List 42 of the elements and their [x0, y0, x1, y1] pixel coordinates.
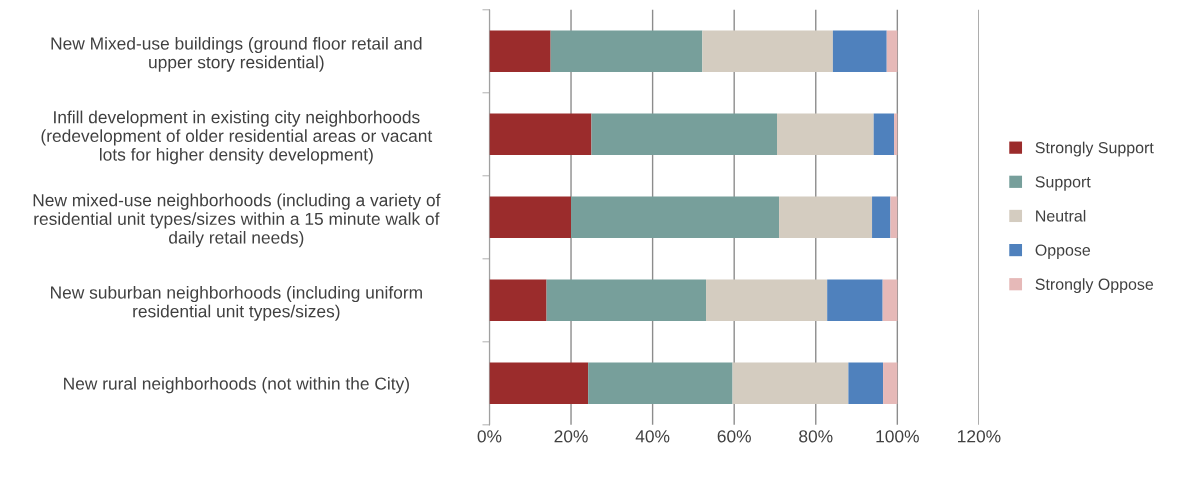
- bar: [702, 30, 833, 73]
- bar: [827, 279, 883, 322]
- bar: [890, 196, 898, 239]
- bar: [706, 279, 828, 322]
- x-tick-label: 60%: [717, 430, 751, 443]
- bar: [489, 196, 572, 239]
- x-tick-label: 20%: [554, 430, 588, 443]
- bar: [489, 113, 592, 156]
- y-tick-label: New rural neighborhoods (not within the City): [64, 377, 409, 394]
- y-tick-label: New mixed-use neighborhoods (including a variety of residential unit types/sizes within a 15 minute walk of daily retail needs): [33, 193, 441, 248]
- bar: [732, 362, 849, 405]
- bar: [848, 362, 884, 405]
- y-tick-label: New Mixed-use buildings (ground floor retail and upper story residential): [51, 36, 422, 72]
- bar: [777, 113, 874, 156]
- bar: [489, 279, 547, 322]
- bar: [489, 30, 551, 73]
- x-tick-label: 0%: [477, 430, 502, 443]
- bar: [832, 30, 887, 73]
- legend-label: Strongly Oppose: [1035, 278, 1154, 294]
- legend-label: Support: [1035, 176, 1091, 191]
- bar: [872, 196, 891, 239]
- y-tick-label: New suburban neighborhoods (including uniform residential unit types/sizes): [51, 285, 422, 321]
- bar: [550, 30, 703, 73]
- bar: [894, 113, 898, 156]
- bar: [886, 30, 898, 73]
- bar: [571, 196, 780, 239]
- bar: [779, 196, 873, 239]
- x-tick-label: 80%: [799, 430, 833, 443]
- bar: [882, 279, 898, 322]
- bar: [588, 362, 733, 405]
- x-tick-label: 40%: [635, 430, 670, 443]
- x-tick-label: 120%: [958, 430, 1001, 443]
- legend-label: Strongly Support: [1035, 141, 1154, 157]
- bar: [883, 362, 898, 405]
- bar: [873, 113, 895, 156]
- bar: [546, 279, 707, 322]
- legend-label: Oppose: [1035, 244, 1091, 259]
- x-tick-label: 100%: [876, 430, 919, 443]
- bar: [489, 362, 589, 405]
- bar: [591, 113, 778, 156]
- y-tick-label: Infill development in existing city neighborhoods (redevelopment of older residential areas or vacant lots for higher density development): [41, 110, 433, 165]
- legend-label: Neutral: [1036, 209, 1086, 222]
